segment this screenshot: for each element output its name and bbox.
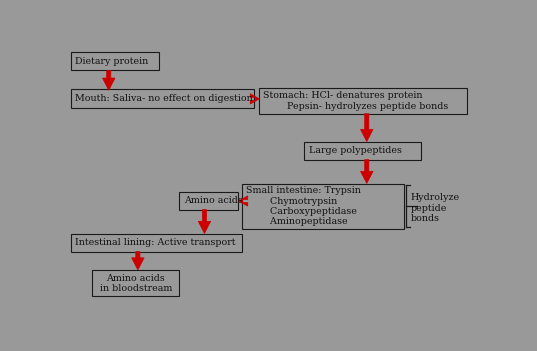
Text: Large polypeptides: Large polypeptides [308, 146, 401, 155]
Text: Intestinal lining: Active transport: Intestinal lining: Active transport [75, 238, 236, 247]
Polygon shape [198, 210, 211, 233]
FancyBboxPatch shape [92, 271, 179, 296]
Polygon shape [238, 196, 248, 206]
FancyBboxPatch shape [71, 234, 242, 252]
FancyBboxPatch shape [71, 52, 159, 71]
Text: Dietary protein: Dietary protein [75, 57, 149, 66]
Polygon shape [132, 252, 144, 270]
Polygon shape [103, 71, 115, 90]
Text: Mouth: Saliva- no effect on digestion: Mouth: Saliva- no effect on digestion [75, 94, 253, 104]
FancyBboxPatch shape [304, 142, 421, 160]
Polygon shape [250, 94, 259, 104]
Text: Hydrolyze
peptide
bonds: Hydrolyze peptide bonds [410, 193, 460, 223]
FancyBboxPatch shape [259, 88, 467, 114]
Text: Small intestine: Trypsin
        Chymotrypsin
        Carboxypeptidase
        A: Small intestine: Trypsin Chymotrypsin Ca… [246, 186, 361, 226]
FancyBboxPatch shape [71, 90, 255, 108]
Polygon shape [360, 114, 373, 141]
FancyBboxPatch shape [242, 184, 404, 229]
Text: Stomach: HCl- denatures protein
        Pepsin- hydrolyzes peptide bonds: Stomach: HCl- denatures protein Pepsin- … [263, 91, 448, 111]
Text: Amino acids: Amino acids [184, 197, 242, 205]
Text: Amino acids
in bloodstream: Amino acids in bloodstream [99, 274, 172, 293]
FancyBboxPatch shape [179, 192, 238, 210]
Polygon shape [360, 160, 373, 184]
